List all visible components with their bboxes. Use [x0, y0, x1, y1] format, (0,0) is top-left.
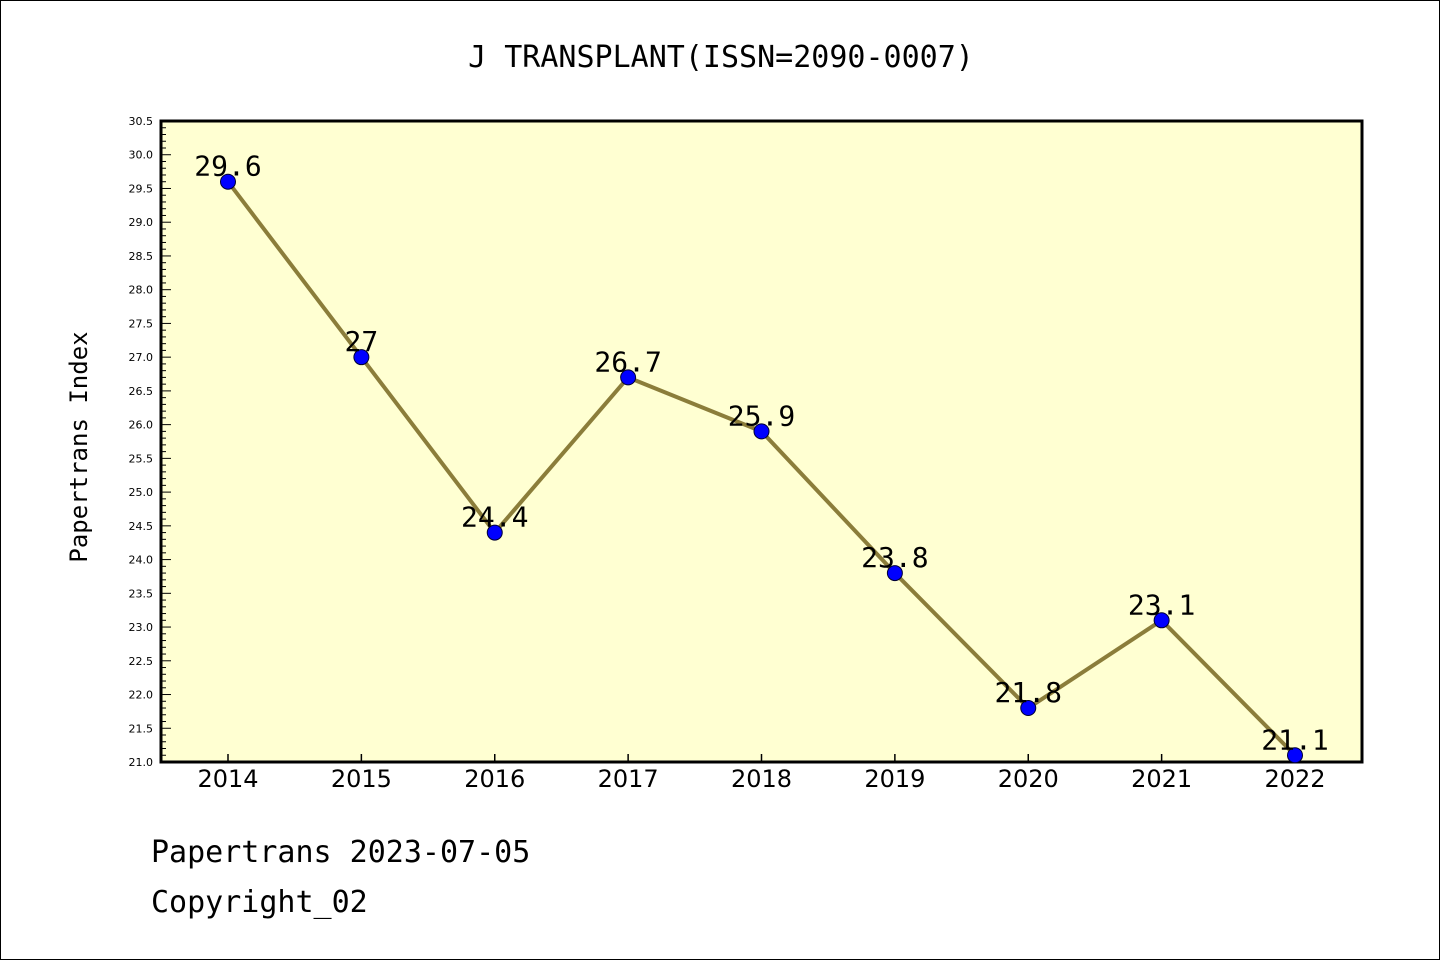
y-tick-label: 21.5 [129, 722, 154, 735]
data-label: 23.8 [861, 541, 928, 574]
y-tick-label: 22.0 [129, 689, 154, 702]
data-label: 21.8 [995, 676, 1062, 709]
x-tick-label: 2018 [731, 765, 792, 793]
data-label: 29.6 [194, 150, 261, 183]
data-label: 26.7 [594, 345, 661, 378]
footer-copyright: Copyright_02 [151, 885, 368, 920]
y-tick-label: 21.0 [129, 756, 154, 769]
data-point [486, 524, 503, 541]
data-point [1020, 700, 1037, 717]
x-tick-label: 2019 [864, 765, 925, 793]
y-tick-label: 28.0 [129, 284, 154, 297]
y-tick-label: 30.5 [129, 115, 154, 128]
y-tick-label: 29.0 [129, 216, 154, 229]
data-labels: 29.6 27 24.4 26.7 25.9 23.8 21.8 23.1 21.1 [194, 150, 1328, 757]
data-point [1153, 612, 1170, 629]
y-tick-label: 24.0 [129, 554, 154, 567]
y-tick-label: 22.5 [129, 655, 154, 668]
x-tick-label: 2017 [598, 765, 659, 793]
footer-date: Papertrans 2023-07-05 [151, 835, 531, 870]
y-tick-label: 25.0 [129, 486, 154, 499]
y-axis-label: Papertrans Index [65, 331, 93, 562]
y-tick-label: 25.5 [129, 452, 154, 465]
y-tick-label: 28.5 [129, 250, 154, 263]
y-tick-label: 26.0 [129, 419, 154, 432]
x-tick-label: 2015 [331, 765, 392, 793]
data-point [220, 173, 236, 190]
y-tick-label: 27.5 [129, 317, 154, 330]
data-label: 23.1 [1128, 588, 1195, 621]
y-tick-label: 23.0 [129, 621, 154, 634]
y-tick-label: 29.5 [129, 182, 154, 195]
x-axis-ticks: 2014 2015 2016 2017 2018 2019 2020 2021 2022 [197, 754, 1326, 793]
chart-title: J TRANSPLANT(ISSN=2090-0007) [468, 40, 974, 75]
y-tick-label: 27.0 [129, 351, 154, 364]
data-point [353, 349, 370, 366]
data-label: 25.9 [728, 399, 795, 432]
data-point [753, 423, 770, 440]
data-point [886, 565, 903, 582]
y-tick-label: 30.0 [129, 149, 154, 162]
data-point [1287, 747, 1303, 764]
x-tick-label: 2016 [464, 765, 525, 793]
y-tick-label: 23.5 [129, 587, 154, 600]
x-tick-label: 2014 [197, 765, 258, 793]
x-tick-label: 2022 [1264, 765, 1325, 793]
y-tick-label: 26.5 [129, 385, 154, 398]
data-points [220, 173, 1303, 764]
x-tick-label: 2020 [998, 765, 1059, 793]
x-tick-label: 2021 [1131, 765, 1192, 793]
data-label: 24.4 [461, 501, 528, 534]
plot-area [159, 119, 1364, 764]
y-axis-ticks: 21.0 21.5 22.0 22.5 23.0 23.5 24.0 24.5 25.0 25.5… [129, 115, 171, 769]
data-label: 27 [345, 325, 379, 358]
y-tick-label: 24.5 [129, 520, 154, 533]
data-point [620, 369, 637, 386]
data-label: 21.1 [1261, 723, 1328, 756]
